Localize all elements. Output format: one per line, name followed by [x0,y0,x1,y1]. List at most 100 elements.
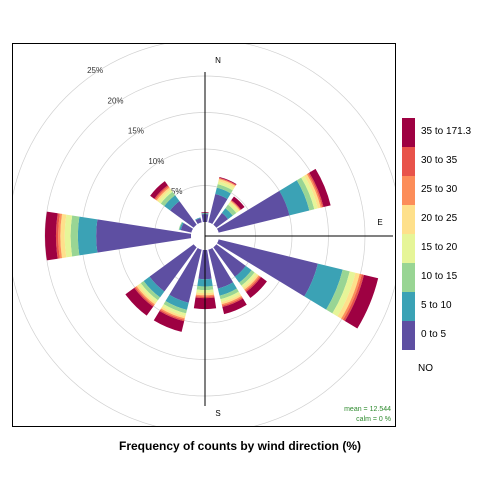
petal-ne-bin-3 [227,202,239,214]
petal-se-bin-4 [243,274,259,290]
radial-tick-label: 10% [148,157,164,166]
petal-ene-bin-5 [306,173,323,208]
petal-sw-bin-0 [149,244,197,292]
radial-tick-label: 25% [87,66,103,75]
petal-nne-bin-0 [208,194,228,225]
petal-nne-bin-2 [216,184,233,194]
petal-ne-bin-0 [213,212,229,228]
petal-nw-bin-4 [156,187,171,202]
legend-item: 25 to 30 [402,176,480,205]
petal-ene-bin-2 [296,177,315,211]
petal-w-bin-3 [64,214,73,258]
petal-ssw-bin-5 [160,308,185,320]
petal-ssw-bin-2 [163,300,187,314]
petal-ne-bin-5 [230,200,241,211]
petal-nnw-bin-0 [195,218,202,225]
petal-sse-bin-3 [220,291,241,303]
compass-E: E [377,218,382,227]
petal-nw-bin-7 [150,181,168,199]
petal-se-bin-2 [239,270,255,286]
legend-swatch [402,263,415,292]
legend-item: 5 to 10 [402,292,480,321]
chart-title: Frequency of counts by wind direction (%… [118,439,361,453]
petal-sse-bin-6 [222,297,243,308]
legend-label: 0 to 5 [421,329,447,340]
petal-ne-bin-7 [231,196,245,210]
petal-sse-bin-1 [217,282,237,296]
petal-ssw-bin-1 [165,294,189,310]
petal-w-bin-6 [55,213,60,259]
petal-nw-bin-0 [170,201,197,228]
legend-swatch [402,292,415,321]
petal-sw-bin-3 [138,283,158,303]
petal-se-bin-0 [213,244,246,277]
petal-ssw-bin-6 [159,309,185,322]
petal-ne-bin-1 [221,208,233,220]
legend: 35 to 171.3 30 to 35 25 to 30 20 to 25 15 to… [402,118,480,350]
petal-se-bin-6 [245,276,262,293]
petal-nw-bin-3 [158,189,173,204]
petal-se-bin-3 [241,272,257,288]
petal-ssw-bin-0 [169,247,202,303]
petal-sw-bin-4 [136,284,157,305]
petal-ese-bin-6 [342,274,364,321]
legend-swatch [402,176,415,205]
petal-sw-bin-2 [140,280,161,301]
calm-stat: calm = 0 % [356,416,391,423]
legend-label: 15 to 20 [421,242,458,253]
legend-title: NO [418,363,433,374]
petal-se-bin-5 [244,275,260,291]
legend-swatch [402,205,415,234]
petal-ssw-bin-7 [153,310,185,332]
radial-tick-label: 20% [108,96,124,105]
petal-se-bin-7 [246,277,267,298]
petal-wnw-bin-0 [180,223,194,233]
petal-nnw-bin-1 [195,217,201,221]
petal-w-bin-7 [45,211,58,261]
radial-tick-label: 15% [128,127,144,136]
petal-nne-bin-1 [215,187,231,200]
legend-item: 35 to 171.3 [402,118,480,147]
petal-sw-bin-6 [134,286,155,307]
petal-ese-bin-2 [326,269,350,314]
wind-rose-svg: 5% 10% 15% 20% 25% N E S mean = 12.544 calm = … [13,44,395,426]
petal-sse-bin-2 [219,288,239,300]
legend-swatch [402,118,415,147]
legend-label: 25 to 30 [421,184,458,195]
petal-wnw-bin-2 [178,221,183,230]
petal-sse-bin-5 [221,296,243,306]
petal-ssw-bin-4 [160,306,186,319]
petal-sse-bin-7 [222,298,247,315]
petal-ese-bin-3 [332,271,356,317]
compass-labels: N E S [215,56,383,418]
legend-swatch [402,147,415,176]
plot-area: 5% 10% 15% 20% 25% N E S mean = 12.544 calm = … [12,43,396,427]
petal-nw-bin-1 [164,195,180,211]
petal-ene-bin-4 [304,174,321,209]
petal-ne-bin-2 [225,204,237,216]
petal-ene-bin-0 [216,190,290,233]
petal-w-bin-1 [77,216,98,256]
legend-item: 30 to 35 [402,147,480,176]
petal-sw-bin-1 [143,276,165,298]
legend-label: 20 to 25 [421,213,458,224]
compass-S: S [215,409,220,418]
petal-ne-bin-4 [229,201,240,212]
petal-nw-bin-5 [155,186,170,201]
legend-swatch [402,321,415,350]
petal-ese-bin-5 [341,273,362,320]
petal-ese-bin-0 [216,239,318,297]
petal-layer [45,168,379,332]
petal-sse-bin-4 [221,294,242,305]
petal-ese-bin-4 [337,272,360,319]
radial-tick-label: 5% [171,187,183,196]
petal-ssw-bin-3 [162,304,187,317]
petal-ese-bin-1 [304,263,343,310]
radial-tick-labels: 5% 10% 15% 20% 25% [87,66,182,196]
petal-ene-bin-6 [308,172,324,208]
legend-swatch [402,234,415,263]
legend-item: 0 to 5 [402,321,480,350]
petal-ene-bin-3 [301,175,318,210]
petal-w-bin-4 [60,213,67,259]
petal-ene-bin-1 [279,180,310,216]
